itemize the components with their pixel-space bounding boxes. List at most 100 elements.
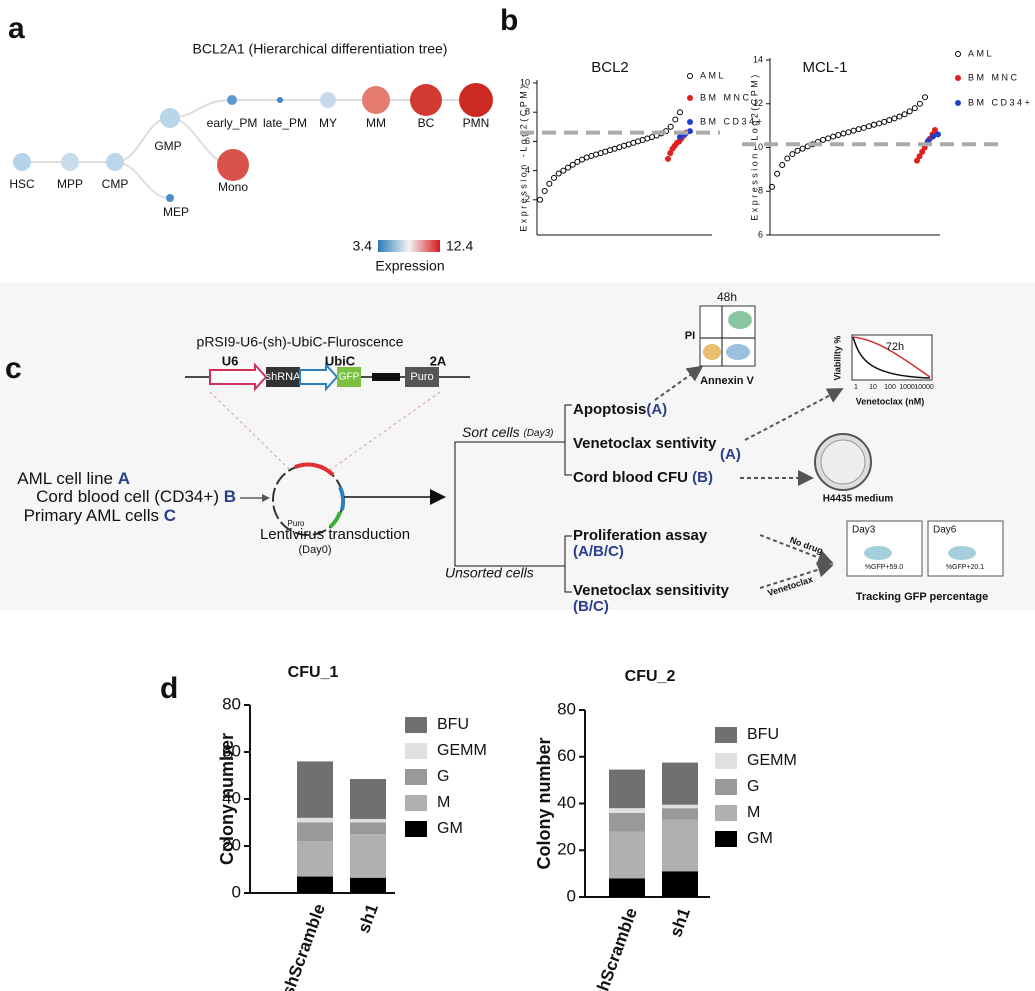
legend-swatch <box>715 753 737 769</box>
point <box>774 170 781 177</box>
point <box>886 117 893 124</box>
x-tick-label: shScramble <box>278 901 329 991</box>
bar-segment <box>609 831 645 879</box>
x-tick-label: sh1 <box>666 905 694 939</box>
point <box>779 162 786 168</box>
inset-label: Day6 <box>933 525 957 536</box>
plasmid-insert <box>328 511 342 529</box>
point <box>537 196 543 203</box>
tree-node <box>459 83 493 117</box>
legend-label: AML <box>968 48 994 58</box>
legend-swatch <box>405 717 427 733</box>
y-tick-label: 60 <box>222 741 241 760</box>
y-tick-label: 10 <box>753 142 763 152</box>
node-label: HSC <box>9 177 35 191</box>
viability-plot <box>851 334 933 381</box>
point <box>794 147 801 154</box>
point <box>845 129 852 136</box>
inset-tick: 10000 <box>914 384 934 391</box>
part-label: shRNA <box>266 371 302 383</box>
point <box>551 174 557 181</box>
inset-label: Day3 <box>852 525 876 536</box>
point <box>574 158 581 165</box>
panel-c: c pRSI9-U6-(sh)-UbiC-Fluroscence U6 UbiC… <box>0 283 1035 615</box>
legend-label: BFU <box>437 716 469 733</box>
arrowhead <box>430 489 446 505</box>
point <box>560 167 567 174</box>
y-tick-label: 20 <box>222 835 241 854</box>
arrow <box>759 561 834 589</box>
point <box>825 135 832 142</box>
2a-box <box>372 373 400 381</box>
transduction-label: Lentivirus transduction <box>260 526 410 543</box>
inset-tick: 100 <box>884 384 896 391</box>
legend-label: G <box>747 778 759 795</box>
y-tick-label: 20 <box>557 840 576 859</box>
part-label: 2A <box>430 353 447 368</box>
legend-marker <box>955 100 961 106</box>
inset-label: Venetoclax (nM) <box>856 396 925 406</box>
point <box>835 132 842 139</box>
tree-node <box>410 84 442 116</box>
legend-swatch <box>715 727 737 743</box>
point <box>804 143 811 150</box>
inset-tick: 10 <box>869 384 877 391</box>
unsorted-label: Unsorted cells <box>445 565 534 581</box>
inset-label: PI <box>685 330 695 342</box>
point <box>665 155 671 162</box>
point <box>541 188 548 195</box>
point <box>565 164 571 171</box>
arrow <box>759 534 834 566</box>
legend-marker <box>955 75 961 81</box>
inset-tick: 1 <box>854 384 858 391</box>
arrow <box>654 365 704 401</box>
point <box>914 157 920 164</box>
bar-segment <box>350 834 386 878</box>
point <box>876 120 883 127</box>
point <box>865 123 872 130</box>
node-label: CMP <box>102 177 129 191</box>
bar-segment <box>297 841 333 877</box>
part-label: UbiC <box>325 353 356 368</box>
input-label: Cord blood cell (CD34+) B <box>36 487 236 506</box>
y-tick-label: 0 <box>567 886 576 905</box>
inset-label: Viability % <box>832 336 842 381</box>
y-tick-label: 12 <box>753 98 763 108</box>
plasmid-label: Puro <box>288 519 305 528</box>
chart-title: CFU_1 <box>288 664 339 681</box>
point <box>579 156 585 163</box>
legend-marker <box>687 73 693 79</box>
point <box>896 113 903 120</box>
y-tick-label: 8 <box>758 186 763 196</box>
bar-segment <box>662 819 698 872</box>
bar-segment <box>662 762 698 805</box>
point <box>871 121 877 128</box>
legend-swatch <box>715 831 737 847</box>
panel-label: d <box>160 672 178 705</box>
bar-segment <box>662 804 698 809</box>
point <box>546 180 553 187</box>
legend-label: BM CD34+ <box>700 116 764 126</box>
bar-segment <box>297 822 333 842</box>
legend-swatch <box>405 769 427 785</box>
legend-label: BFU <box>747 726 779 743</box>
bar-segment <box>350 877 386 893</box>
inset-label: Tracking GFP percentage <box>856 591 988 603</box>
legend-swatch <box>405 743 427 759</box>
assay-label: Venetoclax sensitivity <box>573 582 730 599</box>
colorbar-max: 12.4 <box>446 238 473 254</box>
point <box>930 133 936 140</box>
y-tick-label: 40 <box>222 788 241 807</box>
flow-cloud <box>728 311 752 329</box>
day0-label: (Day0) <box>298 544 331 556</box>
inset-label: H4435 medium <box>823 494 894 505</box>
part-label: Puro <box>410 371 433 383</box>
legend-label: G <box>437 768 449 785</box>
arrow <box>744 388 844 441</box>
bar-segment <box>609 878 645 897</box>
assay-label: Venetoclax sentivity <box>573 435 717 452</box>
tree-node <box>166 194 174 202</box>
colorbar <box>378 240 440 252</box>
assay-tag: (A/B/C) <box>573 543 624 560</box>
legend-label: BM CD34+ <box>968 97 1032 107</box>
